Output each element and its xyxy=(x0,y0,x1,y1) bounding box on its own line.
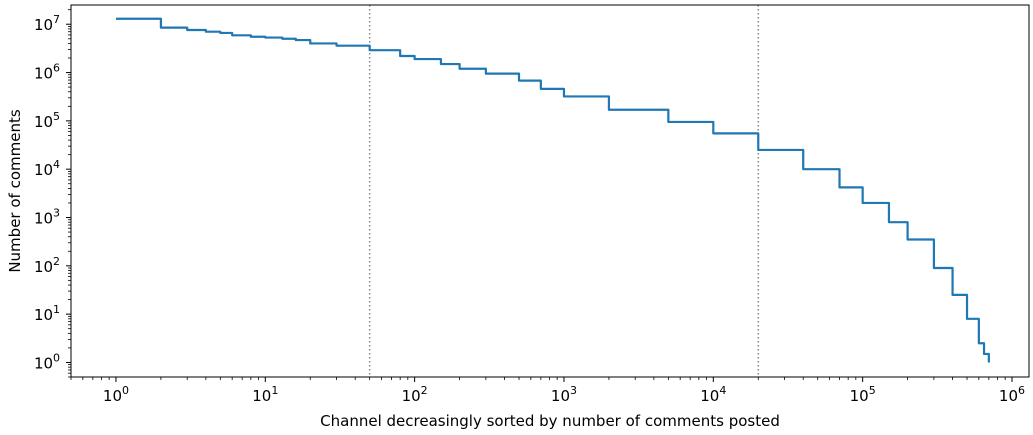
y-tick-label: 104 xyxy=(34,158,60,179)
y-tick-label: 101 xyxy=(34,303,60,324)
x-tick-label: 101 xyxy=(252,384,278,405)
x-tick-label: 105 xyxy=(850,384,876,405)
y-tick-label: 106 xyxy=(34,62,60,83)
x-axis: 100 101 102 103 104 105 106 xyxy=(70,377,1025,405)
y-tick-label: 105 xyxy=(34,110,60,131)
reference-lines xyxy=(368,5,759,377)
y-tick-label: 107 xyxy=(34,13,60,34)
x-tick-label: 104 xyxy=(700,384,726,405)
y-axis: 100 101 102 103 104 105 106 107 xyxy=(34,9,71,378)
x-tick-label: 103 xyxy=(551,384,577,405)
y-tick-label: 100 xyxy=(34,351,60,372)
x-tick-label: 100 xyxy=(103,384,129,405)
series-line xyxy=(115,17,990,363)
plot-frame xyxy=(70,4,1030,378)
x-tick-label: 102 xyxy=(402,384,428,405)
x-axis-label: Channel decreasingly sorted by number of… xyxy=(320,412,780,430)
y-tick-label: 102 xyxy=(34,255,60,276)
y-axis-label: Number of comments xyxy=(6,109,24,273)
x-tick-label: 106 xyxy=(999,384,1025,405)
y-tick-label: 103 xyxy=(34,207,60,228)
